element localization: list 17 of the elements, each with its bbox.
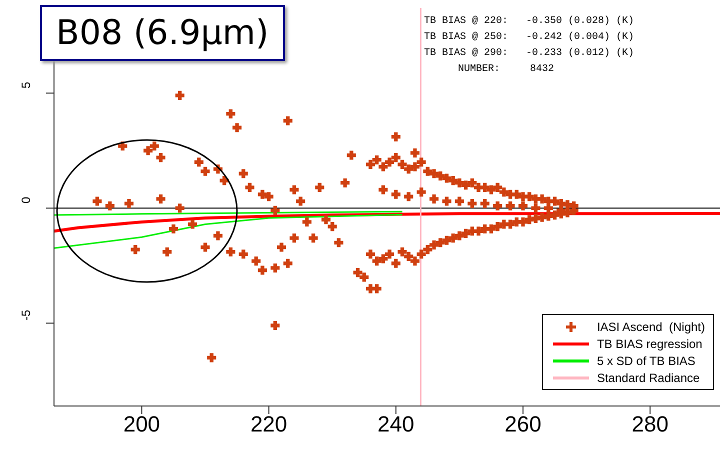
x-tick-label: 280: [632, 412, 668, 437]
y-tick-label: 0: [19, 196, 33, 204]
legend-label: TB BIAS regression: [596, 336, 702, 350]
x-tick-label: 220: [250, 412, 288, 437]
legend-label: Standard Radiance: [596, 370, 700, 384]
x-tick-label: 240: [378, 412, 414, 437]
annotation: TB BIAS @ 250: -0.242 (0.004) (K): [424, 30, 634, 45]
legend-label: IASI Ascend (Night): [596, 320, 705, 334]
x-tick-label: 260: [504, 412, 542, 437]
annotation: NUMBER: 8432: [457, 63, 556, 77]
x-tick-label: 200: [123, 412, 160, 437]
y-tick-label: -5: [19, 310, 33, 321]
legend-label: 5 x SD of TB BIAS: [596, 354, 696, 368]
annotation: TB BIAS @ 290: -0.233 (0.012) (K): [424, 46, 634, 61]
chart-title: B08 (6.9μm): [40, 5, 285, 61]
y-tick-label: 5: [19, 81, 33, 88]
annotation: TB BIAS @ 220: -0.350 (0.028) (K): [424, 14, 634, 29]
